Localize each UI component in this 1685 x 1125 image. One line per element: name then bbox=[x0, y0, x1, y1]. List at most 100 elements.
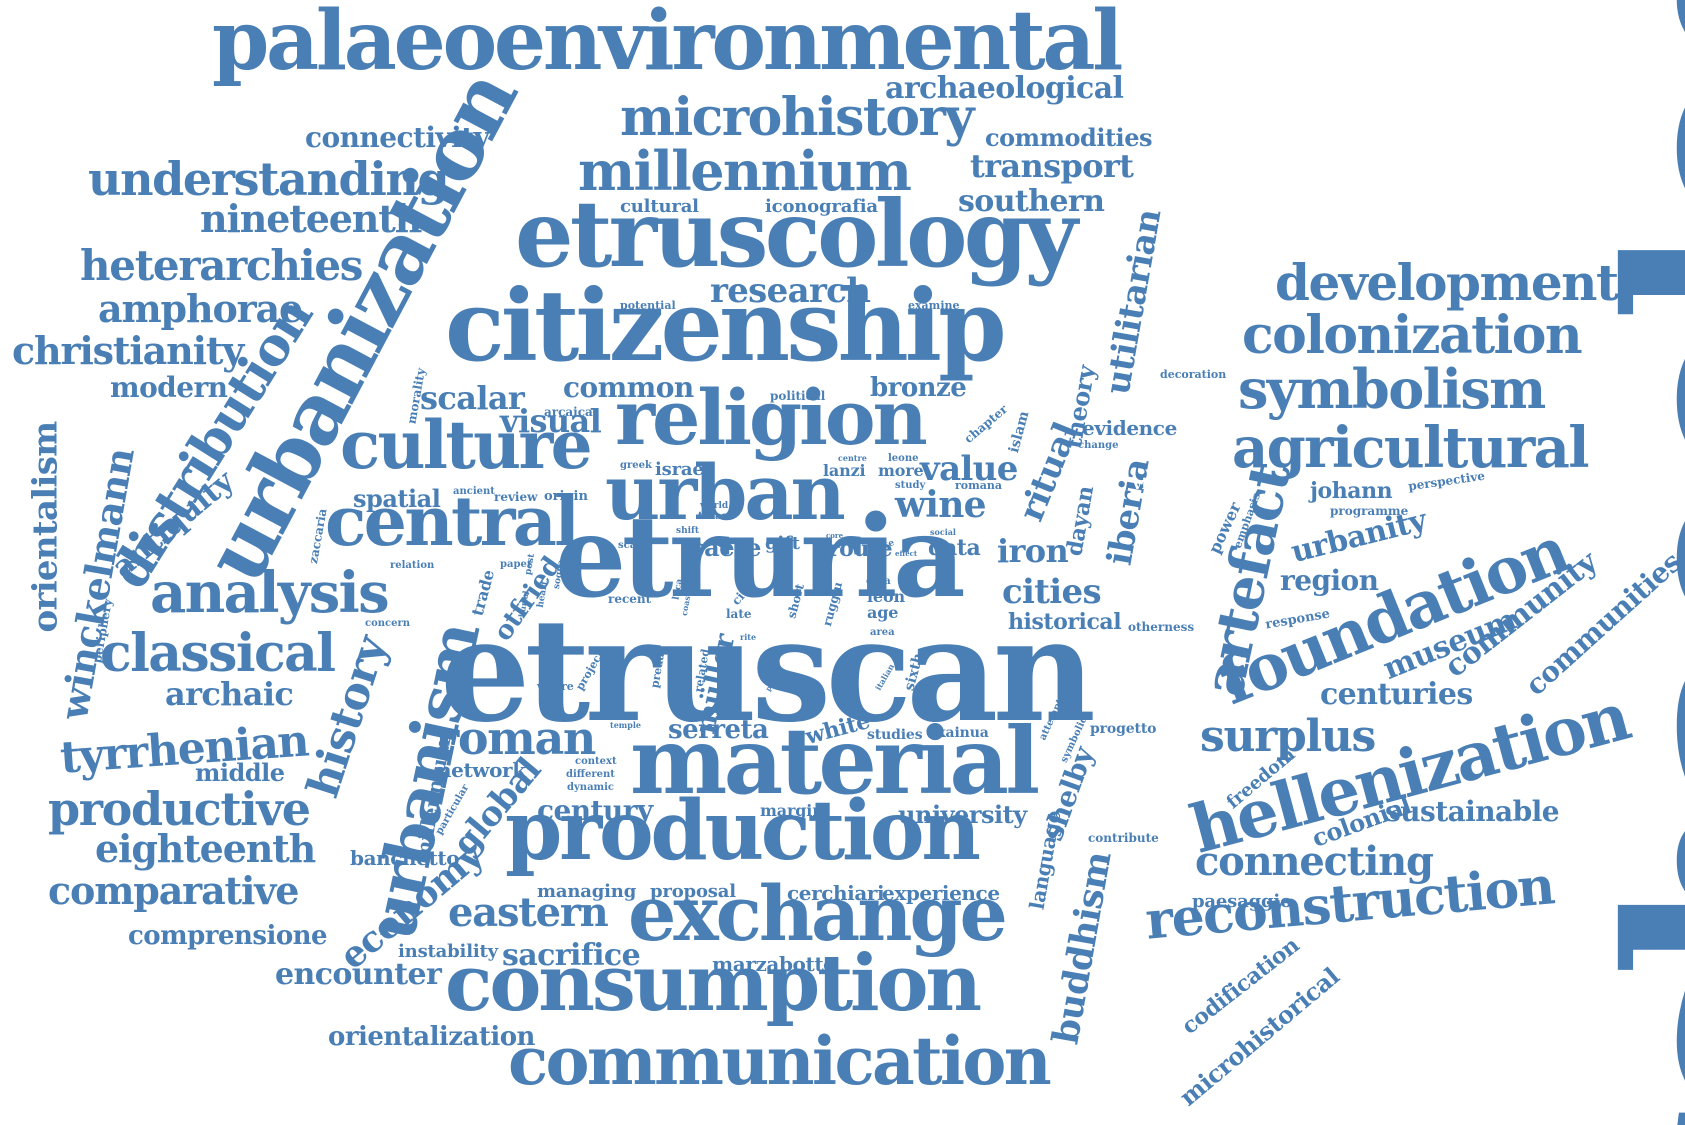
word-change: change bbox=[1078, 440, 1119, 451]
word-classical: classical bbox=[100, 623, 336, 684]
word-amphorae: amphorae bbox=[98, 286, 303, 331]
word-arcaica: arcaica bbox=[544, 405, 593, 419]
word-leone: leone bbox=[888, 453, 919, 464]
word-value: value bbox=[920, 449, 1018, 489]
word-etruscology: etruscology bbox=[515, 180, 1078, 288]
word-iron: iron bbox=[997, 532, 1069, 570]
word-research: research bbox=[710, 271, 871, 311]
word-utilitarian: utilitarian bbox=[1097, 206, 1170, 398]
word-communication: communication bbox=[508, 1022, 1052, 1100]
word-programme: programme bbox=[1330, 504, 1409, 518]
word-study: study bbox=[895, 480, 926, 491]
word-ancient: ancient bbox=[453, 486, 495, 497]
word-recent: recent bbox=[608, 592, 652, 606]
word-consumption: consumption bbox=[445, 938, 982, 1029]
word-potential: potential bbox=[620, 299, 676, 312]
word-citizenship: citizenship bbox=[445, 269, 1007, 384]
word-origin: origin bbox=[544, 489, 588, 504]
word-studies: studies bbox=[867, 727, 923, 743]
word-cerchiari: cerchiari bbox=[787, 881, 885, 905]
word-comprensione: comprensione bbox=[128, 921, 328, 951]
word-late: late bbox=[726, 607, 752, 621]
word-connectivity: connectivity bbox=[305, 121, 490, 154]
word-experience: experience bbox=[882, 881, 1000, 905]
word-middle: middle bbox=[195, 758, 285, 787]
word-social: social bbox=[930, 527, 956, 537]
word-kainua: kainua bbox=[936, 725, 989, 741]
word-chapter: chapter bbox=[961, 402, 1011, 446]
word-rite: rite bbox=[740, 632, 757, 642]
word-violence: violence bbox=[1133, 475, 1202, 493]
word-agricultural: agricultural bbox=[1232, 415, 1589, 481]
word-leon: leon bbox=[867, 587, 905, 606]
word-century: century bbox=[537, 794, 653, 827]
word-scale: scale bbox=[618, 540, 647, 551]
word-exchange: exchange bbox=[628, 869, 1008, 958]
word-roman: roman bbox=[435, 711, 596, 765]
word-evidence: evidence bbox=[1082, 416, 1177, 440]
word-symbolism: symbolism bbox=[1238, 357, 1546, 421]
word-political: political bbox=[770, 389, 826, 403]
word-concern: concern bbox=[365, 618, 411, 629]
word-world: world bbox=[700, 501, 729, 511]
word-connecting: connecting bbox=[1195, 838, 1434, 885]
word-marzabotto: marzabotto bbox=[712, 952, 837, 976]
word-johann: johann bbox=[1310, 478, 1393, 504]
word-bronze: bronze bbox=[870, 373, 967, 403]
word-paesaggio: paesaggio bbox=[1192, 891, 1292, 912]
word-core: core bbox=[826, 531, 844, 540]
word-central: central bbox=[325, 482, 580, 562]
word-urban: urban bbox=[605, 448, 846, 537]
word-historical: historical bbox=[1008, 609, 1122, 635]
word-religion: religion bbox=[615, 373, 928, 462]
word-data: data bbox=[928, 535, 981, 561]
word-spatial: spatial bbox=[353, 484, 441, 513]
word-microhistory: microhistory bbox=[620, 87, 975, 148]
word-etruscan: etruscan bbox=[440, 588, 1096, 754]
word-romana: romana bbox=[955, 479, 1003, 492]
word-analysis: analysis bbox=[150, 560, 390, 626]
word-wine: wine bbox=[895, 484, 987, 526]
word-orientalism: orientalism bbox=[25, 421, 66, 633]
word-visual: visual bbox=[500, 402, 602, 440]
word-route: route bbox=[828, 536, 893, 562]
word-paper: paper bbox=[500, 559, 533, 570]
word-buddhism: buddhism bbox=[1044, 848, 1120, 1048]
word-dynamic: dynamic bbox=[567, 782, 615, 793]
word-eastern: eastern bbox=[448, 889, 609, 936]
word-development: development bbox=[1275, 253, 1619, 312]
word-islam: islam bbox=[1005, 409, 1033, 455]
word-christianity: christianity bbox=[12, 328, 244, 373]
word-banchetto: banchetto bbox=[350, 846, 460, 870]
word-southern: southern bbox=[958, 184, 1105, 219]
word-context: context bbox=[575, 756, 617, 767]
word-centre: centre bbox=[838, 453, 867, 463]
word-israel: israel bbox=[655, 459, 711, 480]
word-surplus: surplus bbox=[1200, 711, 1376, 762]
word-sacrifice: sacrifice bbox=[502, 938, 641, 973]
word-cities: cities bbox=[1002, 572, 1102, 612]
word-examine: examine bbox=[908, 299, 960, 312]
word-comparative: comparative bbox=[48, 868, 299, 913]
word-serreta: serreta bbox=[668, 715, 769, 745]
word-scalar: scalar bbox=[420, 379, 525, 417]
word-contribute: contribute bbox=[1088, 831, 1159, 845]
word-lanzi: lanzi bbox=[823, 461, 866, 480]
word-culture: culture bbox=[340, 406, 593, 484]
word-more: more bbox=[878, 461, 924, 480]
word-texas: texas bbox=[698, 511, 728, 522]
word-network: network bbox=[437, 758, 526, 782]
word-instability: instability bbox=[398, 941, 498, 962]
word-productive: productive bbox=[48, 782, 311, 836]
word-production: production bbox=[505, 783, 981, 879]
word-orientalization: orientalization bbox=[328, 1022, 535, 1052]
word-margin: margin bbox=[760, 801, 824, 820]
word-decoration: decoration bbox=[1160, 368, 1227, 381]
word-nineteenth: nineteenth bbox=[200, 196, 422, 241]
word-material: material bbox=[630, 707, 1040, 815]
word-shift: shift bbox=[676, 526, 700, 536]
word-modern: modern bbox=[110, 371, 228, 404]
word-iberia: iberia bbox=[1099, 455, 1158, 569]
word-dayan: dayan bbox=[1061, 484, 1100, 558]
word-transport: transport bbox=[970, 147, 1134, 185]
